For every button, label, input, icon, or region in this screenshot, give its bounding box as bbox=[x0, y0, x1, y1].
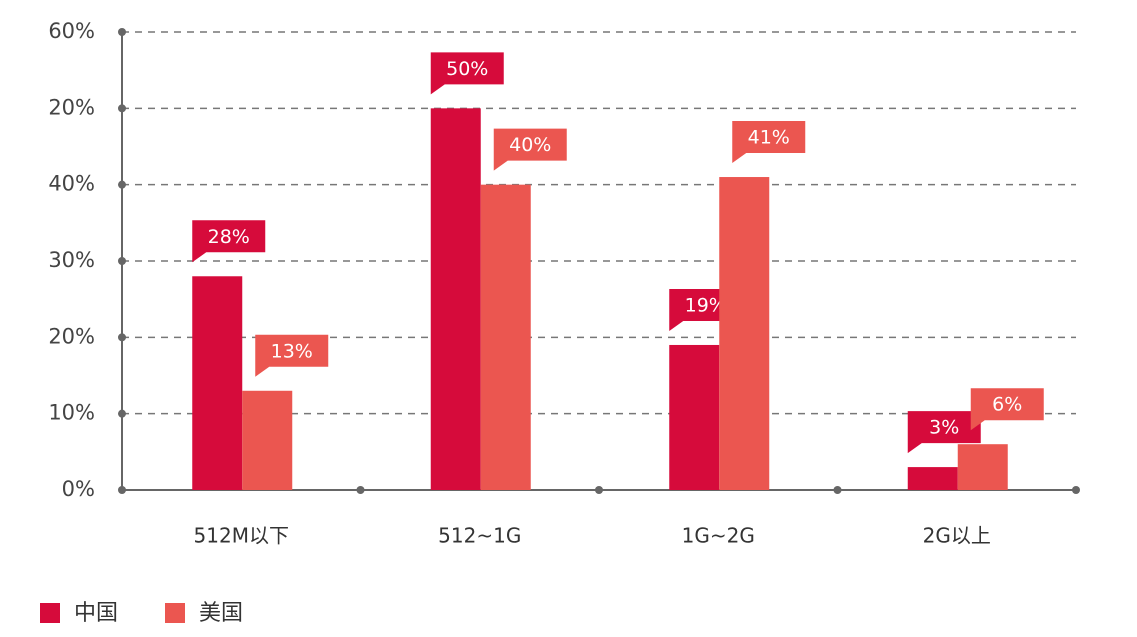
value-label-box bbox=[192, 220, 266, 263]
bar bbox=[957, 444, 1008, 490]
y-tick-label: 0% bbox=[62, 477, 95, 501]
y-tick-label: 60% bbox=[48, 19, 95, 43]
value-label-box bbox=[907, 411, 981, 454]
legend-label: 美国 bbox=[199, 601, 243, 626]
bar bbox=[669, 344, 720, 490]
value-label: 41% bbox=[748, 127, 790, 149]
x-tick-label: 1G~2G bbox=[682, 524, 755, 548]
value-label: 28% bbox=[208, 226, 250, 248]
bar bbox=[430, 108, 481, 490]
value-label-box bbox=[430, 52, 504, 95]
bar bbox=[480, 184, 531, 490]
x-tick-label: 512~1G bbox=[438, 524, 521, 548]
value-label: 13% bbox=[271, 340, 313, 362]
value-label-box bbox=[732, 121, 806, 164]
y-tick-label: 30% bbox=[48, 248, 95, 272]
x-axis-dot bbox=[1072, 486, 1080, 494]
y-tick-label: 20% bbox=[48, 324, 95, 348]
x-tick-label: 2G以上 bbox=[923, 524, 991, 548]
bar bbox=[719, 177, 770, 491]
bar bbox=[907, 467, 958, 490]
y-tick-label: 40% bbox=[48, 172, 95, 196]
legend-swatch bbox=[165, 603, 185, 623]
bar bbox=[192, 276, 243, 490]
legend-swatch bbox=[40, 603, 60, 623]
value-label: 19% bbox=[685, 294, 727, 316]
value-label-box bbox=[493, 128, 567, 171]
x-axis-dot bbox=[356, 486, 365, 494]
value-label: 6% bbox=[992, 394, 1022, 416]
legend-label: 中国 bbox=[74, 601, 118, 626]
value-label: 50% bbox=[446, 58, 488, 80]
x-tick-label: 512M以下 bbox=[194, 524, 289, 548]
bar bbox=[242, 390, 293, 490]
value-label-box bbox=[970, 388, 1044, 431]
value-label: 3% bbox=[929, 417, 959, 439]
x-axis-dot bbox=[595, 486, 603, 494]
y-tick-label: 20% bbox=[48, 95, 95, 119]
value-label: 40% bbox=[509, 134, 551, 156]
value-label-box bbox=[255, 334, 329, 377]
x-axis-dot bbox=[833, 486, 842, 494]
y-tick-label: 10% bbox=[48, 401, 95, 425]
